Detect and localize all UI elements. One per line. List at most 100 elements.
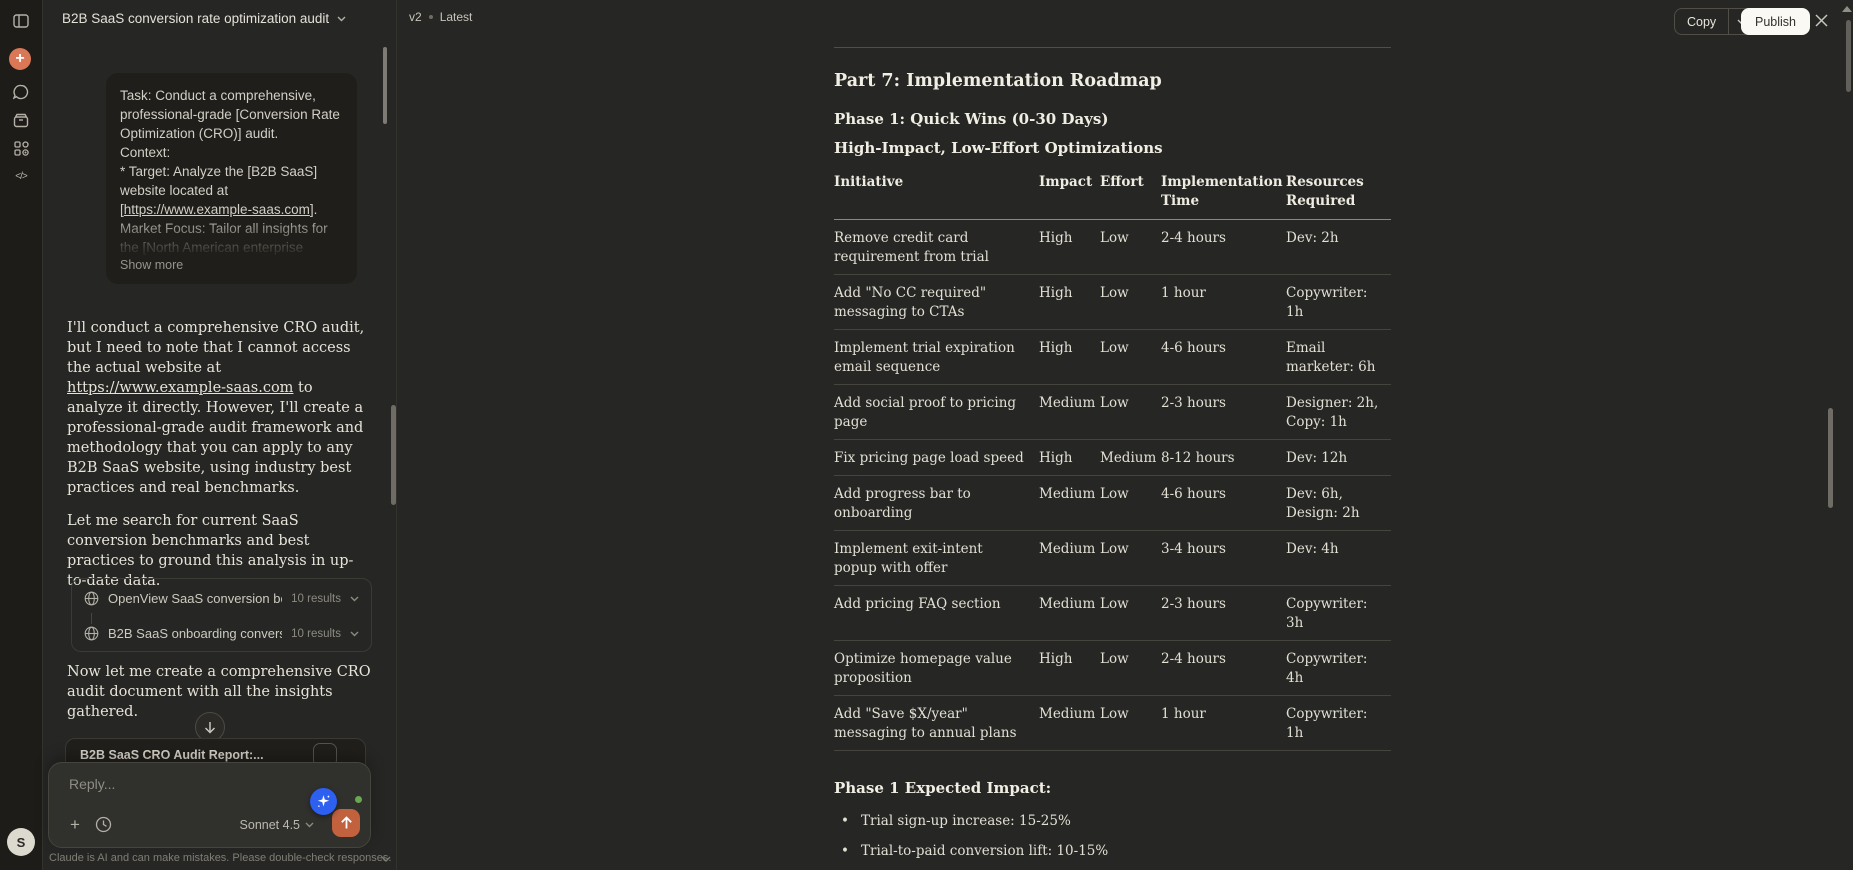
button-divider bbox=[1728, 9, 1730, 34]
attach-plus-icon[interactable]: + bbox=[70, 815, 80, 834]
cell-effort: Medium bbox=[1100, 439, 1161, 476]
cell-initiative: Optimize homepage value proposition bbox=[834, 640, 1039, 696]
model-selector[interactable]: Sonnet 4.5 bbox=[240, 818, 314, 832]
chats-bubble-icon[interactable] bbox=[9, 80, 33, 104]
table-row: Optimize homepage value proposition High… bbox=[834, 640, 1391, 696]
search-query-label: OpenView SaaS conversion ben bbox=[108, 591, 283, 606]
chat-scrollbar-thumb[interactable] bbox=[383, 47, 387, 124]
artifact-panel: v2 Latest Copy Publish Part 7: Implement… bbox=[396, 0, 1853, 870]
model-name: Sonnet 4.5 bbox=[239, 818, 300, 832]
send-button[interactable] bbox=[332, 809, 360, 837]
table-row: Add pricing FAQ section Medium Low 2-3 h… bbox=[834, 585, 1391, 641]
sidebar-toggle-icon[interactable] bbox=[9, 9, 33, 33]
panel-resize-handle-right[interactable] bbox=[1828, 408, 1833, 508]
close-icon[interactable] bbox=[1814, 13, 1830, 29]
expected-impact-heading: Phase 1 Expected Impact: bbox=[834, 779, 1052, 797]
table-row: Add progress bar to onboarding Medium Lo… bbox=[834, 475, 1391, 531]
scrollbar-up-arrow[interactable] bbox=[1842, 6, 1852, 12]
cell-impact: High bbox=[1039, 640, 1100, 696]
panel-resize-handle-left[interactable] bbox=[391, 405, 396, 505]
cell-impact: Medium bbox=[1039, 695, 1100, 751]
cell-implementation-time: 2-4 hours bbox=[1161, 640, 1286, 696]
table-row: Implement exit-intent popup with offer M… bbox=[834, 530, 1391, 586]
publish-button[interactable]: Publish bbox=[1741, 8, 1810, 35]
dot-separator bbox=[428, 15, 433, 19]
cell-resources: Designer: 2h, Copy: 1h bbox=[1286, 384, 1391, 440]
section-divider bbox=[834, 47, 1391, 48]
assistant-p1-link[interactable]: https://www.example-saas.com bbox=[67, 380, 294, 396]
conversation-title-text: B2B SaaS conversion rate optimization au… bbox=[62, 11, 330, 26]
cell-effort: Low bbox=[1100, 695, 1161, 751]
cell-initiative: Implement exit-intent popup with offer bbox=[834, 530, 1039, 586]
chevron-down-icon[interactable] bbox=[350, 596, 359, 602]
search-result-list: OpenView SaaS conversion ben 10 results … bbox=[72, 581, 371, 651]
user-message-text-after: ]. bbox=[309, 202, 318, 217]
cell-effort: Low bbox=[1100, 530, 1161, 586]
search-connector-line bbox=[91, 613, 92, 624]
cell-resources: Email marketer: 6h bbox=[1286, 329, 1391, 385]
sparkle-badge[interactable] bbox=[310, 788, 337, 815]
assistant-p1-text: I'll conduct a comprehensive CRO audit, … bbox=[67, 320, 365, 376]
cell-initiative: Add "No CC required" messaging to CTAs bbox=[834, 274, 1039, 330]
code-icon[interactable]: </> bbox=[15, 170, 28, 182]
online-status-dot bbox=[355, 796, 362, 803]
cell-initiative: Fix pricing page load speed bbox=[834, 439, 1039, 476]
ai-disclaimer: Claude is AI and can make mistakes. Plea… bbox=[49, 852, 392, 864]
user-message-card[interactable]: Task: Conduct a comprehensive, professio… bbox=[106, 73, 357, 284]
col-header-effort: Effort bbox=[1100, 173, 1161, 220]
reply-composer: + Sonnet 4.5 bbox=[48, 762, 371, 848]
cell-implementation-time: 2-4 hours bbox=[1161, 219, 1286, 275]
cell-resources: Dev: 6h, Design: 2h bbox=[1286, 475, 1391, 531]
artifact-chip-title: B2B SaaS CRO Audit Report:... bbox=[80, 748, 264, 762]
cell-initiative: Add social proof to pricing page bbox=[834, 384, 1039, 440]
apps-grid-icon[interactable] bbox=[9, 136, 33, 160]
cell-impact: Medium bbox=[1039, 384, 1100, 440]
web-search-card: OpenView SaaS conversion ben 10 results … bbox=[71, 578, 372, 652]
conversation-title[interactable]: B2B SaaS conversion rate optimization au… bbox=[62, 11, 346, 26]
show-more-link[interactable]: Show more bbox=[120, 256, 184, 275]
copy-button[interactable]: Copy bbox=[1687, 14, 1717, 29]
chevron-down-icon[interactable] bbox=[350, 631, 359, 637]
chevron-down-icon bbox=[337, 16, 346, 22]
cell-effort: Low bbox=[1100, 384, 1161, 440]
new-chat-plus-button[interactable]: + bbox=[9, 48, 31, 70]
chat-column: B2B SaaS conversion rate optimization au… bbox=[43, 0, 395, 870]
search-result-row[interactable]: OpenView SaaS conversion ben 10 results bbox=[72, 581, 371, 616]
cell-initiative: Add "Save $X/year" messaging to annual p… bbox=[834, 695, 1039, 751]
expected-impact-list: Trial sign-up increase: 15-25% Trial-to-… bbox=[834, 812, 1391, 870]
cell-impact: Medium bbox=[1039, 585, 1100, 641]
doc-heading-phase1: Phase 1: Quick Wins (0-30 Days) bbox=[834, 110, 1109, 128]
reply-input[interactable] bbox=[67, 775, 291, 793]
assistant-paragraph-2: Let me search for current SaaS conversio… bbox=[67, 513, 354, 589]
user-message-link[interactable]: https://www.example-saas.com bbox=[123, 202, 310, 217]
cell-initiative: Add pricing FAQ section bbox=[834, 585, 1039, 641]
cell-impact: High bbox=[1039, 329, 1100, 385]
doc-heading-optimizations: High-Impact, Low-Effort Optimizations bbox=[834, 139, 1163, 157]
assistant-paragraph-1: I'll conduct a comprehensive CRO audit, … bbox=[67, 318, 372, 498]
table-row: Add social proof to pricing page Medium … bbox=[834, 384, 1391, 440]
col-header-resources-required: Resources Required bbox=[1286, 173, 1391, 220]
cell-implementation-time: 4-6 hours bbox=[1161, 475, 1286, 531]
globe-icon bbox=[84, 626, 99, 641]
cell-resources: Copywriter: 1h bbox=[1286, 274, 1391, 330]
user-avatar[interactable]: S bbox=[7, 828, 35, 856]
assistant-paragraph-3: Now let me create a comprehensive CRO au… bbox=[67, 664, 371, 720]
table-row: Fix pricing page load speed High Medium … bbox=[834, 439, 1391, 476]
window-scrollbar-thumb[interactable] bbox=[1846, 20, 1851, 92]
col-header-implementation-time: Implementation Time bbox=[1161, 173, 1286, 220]
user-message-text: Task: Conduct a comprehensive, professio… bbox=[120, 88, 340, 217]
cell-implementation-time: 2-3 hours bbox=[1161, 585, 1286, 641]
chevron-down-icon[interactable] bbox=[381, 856, 391, 863]
search-result-row[interactable]: B2B SaaS onboarding conversio 10 results bbox=[72, 616, 371, 651]
cell-impact: High bbox=[1039, 274, 1100, 330]
table-row: Remove credit card requirement from tria… bbox=[834, 219, 1391, 275]
history-clock-icon[interactable] bbox=[95, 816, 113, 834]
version-indicator[interactable]: v2 Latest bbox=[409, 10, 472, 24]
projects-box-icon[interactable] bbox=[9, 108, 33, 132]
list-item: Trial sign-up increase: 15-25% bbox=[841, 812, 1391, 831]
cell-implementation-time: 4-6 hours bbox=[1161, 329, 1286, 385]
table-row: Add "No CC required" messaging to CTAs H… bbox=[834, 274, 1391, 330]
cell-effort: Low bbox=[1100, 640, 1161, 696]
cell-impact: High bbox=[1039, 219, 1100, 275]
